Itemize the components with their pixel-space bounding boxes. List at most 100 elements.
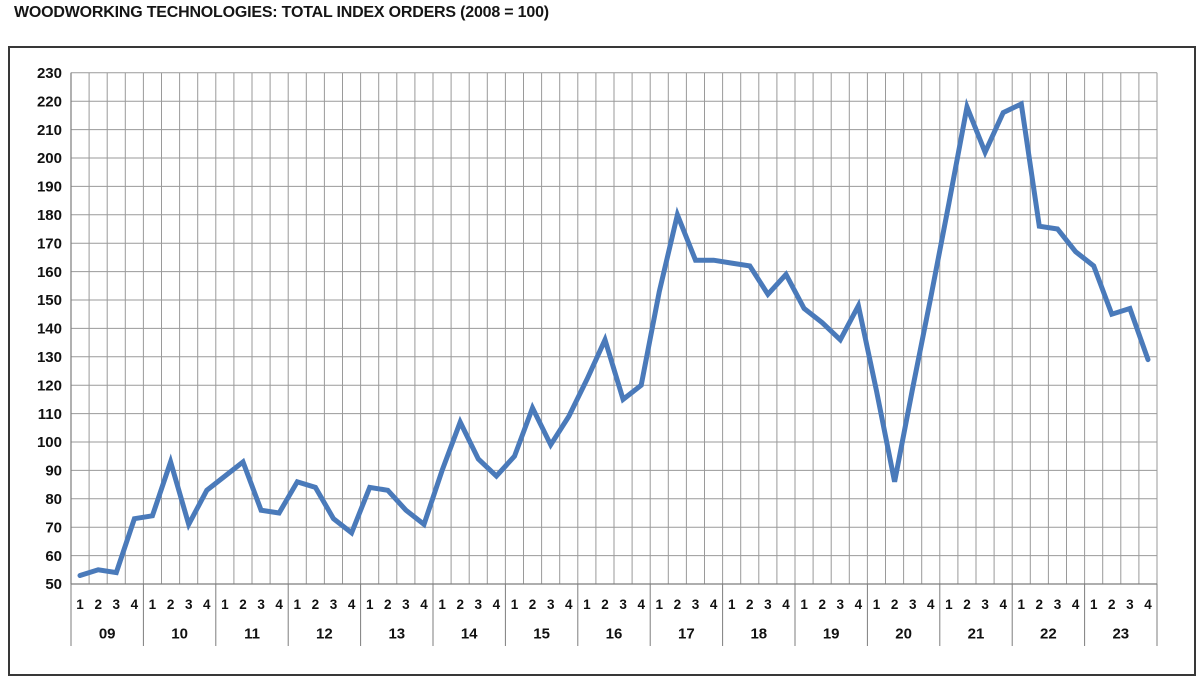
y-tick-label: 70: [45, 519, 62, 536]
year-label: 22: [1040, 626, 1057, 643]
quarter-label: 1: [511, 597, 519, 612]
y-tick-label: 100: [37, 434, 62, 451]
quarter-label: 3: [909, 597, 917, 612]
gridlines: [70, 72, 1158, 585]
quarter-label: 4: [131, 597, 139, 612]
y-axis-labels: 50 60 70 80 90 100 110 120 130 140 150 160 170 180 190…: [37, 65, 62, 593]
year-label: 19: [823, 626, 840, 643]
quarter-label: 1: [294, 597, 302, 612]
axes: [70, 72, 1157, 585]
year-label: 10: [171, 626, 188, 643]
quarter-label: 3: [402, 597, 410, 612]
quarter-label: 3: [330, 597, 338, 612]
quarter-label: 2: [529, 597, 537, 612]
quarter-label: 1: [583, 597, 591, 612]
y-tick-label: 190: [37, 179, 62, 196]
quarter-label: 1: [656, 597, 664, 612]
quarter-label: 2: [1036, 597, 1044, 612]
y-tick-label: 170: [37, 235, 62, 252]
y-tick-label: 120: [37, 377, 62, 394]
quarter-label: 1: [728, 597, 736, 612]
quarter-label: 1: [873, 597, 881, 612]
quarter-label: 4: [710, 597, 718, 612]
y-tick-label: 200: [37, 150, 62, 167]
year-label: 20: [895, 626, 912, 643]
year-label: 16: [606, 626, 623, 643]
quarter-label: 4: [782, 597, 790, 612]
x-axis-year-labels: 09 10 11 12 13 14 15 16 17 18 19 20 21 22 23: [99, 626, 1129, 643]
quarter-label: 2: [94, 597, 102, 612]
quarter-label: 2: [239, 597, 247, 612]
quarter-label: 4: [637, 597, 645, 612]
quarter-label: 3: [1126, 597, 1134, 612]
y-tick-label: 160: [37, 264, 62, 281]
y-tick-label: 150: [37, 292, 62, 309]
year-label: 18: [750, 626, 767, 643]
quarter-label: 1: [438, 597, 446, 612]
quarter-label: 2: [746, 597, 754, 612]
quarter-label: 1: [221, 597, 229, 612]
quarter-label: 1: [945, 597, 953, 612]
year-label: 21: [968, 626, 985, 643]
y-tick-label: 220: [37, 93, 62, 110]
year-separators: [70, 584, 1158, 646]
y-tick-label: 140: [37, 321, 62, 338]
quarter-label: 1: [1090, 597, 1098, 612]
quarter-label: 4: [565, 597, 573, 612]
quarter-label: 2: [601, 597, 609, 612]
quarter-label: 3: [113, 597, 121, 612]
y-tick-label: 50: [45, 576, 62, 593]
y-tick-label: 60: [45, 548, 62, 565]
quarter-label: 2: [818, 597, 826, 612]
chart-border: [8, 46, 1196, 676]
year-label: 23: [1112, 626, 1129, 643]
quarter-label: 1: [149, 597, 157, 612]
quarter-label: 4: [999, 597, 1007, 612]
y-tick-label: 180: [37, 207, 62, 224]
quarter-label: 1: [366, 597, 374, 612]
quarter-label: 2: [963, 597, 971, 612]
year-label: 11: [244, 626, 260, 643]
quarter-label: 2: [384, 597, 392, 612]
year-label: 09: [99, 626, 116, 643]
quarter-label: 3: [1054, 597, 1062, 612]
quarter-label: 2: [891, 597, 899, 612]
quarter-label: 4: [348, 597, 356, 612]
y-tick-label: 80: [45, 491, 62, 508]
quarter-label: 2: [456, 597, 464, 612]
year-label: 14: [461, 626, 478, 643]
quarter-label: 3: [764, 597, 772, 612]
quarter-label: 3: [547, 597, 555, 612]
quarter-label: 2: [167, 597, 175, 612]
quarter-label: 4: [420, 597, 428, 612]
quarter-label: 4: [203, 597, 211, 612]
quarter-label: 3: [257, 597, 265, 612]
quarter-label: 2: [312, 597, 320, 612]
year-label: 13: [388, 626, 405, 643]
year-label: 15: [533, 626, 550, 643]
quarter-label: 1: [76, 597, 84, 612]
quarter-label: 3: [475, 597, 483, 612]
quarter-label: 4: [1144, 597, 1152, 612]
quarter-label: 4: [927, 597, 935, 612]
quarter-label: 3: [692, 597, 700, 612]
quarter-label: 3: [619, 597, 627, 612]
y-tick-label: 110: [38, 406, 62, 423]
y-tick-label: 130: [37, 349, 62, 366]
quarter-label: 3: [981, 597, 989, 612]
quarter-label: 2: [1108, 597, 1116, 612]
y-tick-label: 230: [37, 65, 62, 82]
year-label: 17: [678, 626, 695, 643]
quarter-label: 1: [800, 597, 808, 612]
y-tick-label: 90: [45, 463, 62, 480]
quarter-label: 2: [674, 597, 682, 612]
quarter-label: 3: [185, 597, 193, 612]
y-tick-label: 210: [37, 122, 62, 139]
quarter-label: 1: [1018, 597, 1026, 612]
year-label: 12: [316, 626, 333, 643]
quarter-label: 4: [493, 597, 501, 612]
quarter-label: 4: [275, 597, 283, 612]
